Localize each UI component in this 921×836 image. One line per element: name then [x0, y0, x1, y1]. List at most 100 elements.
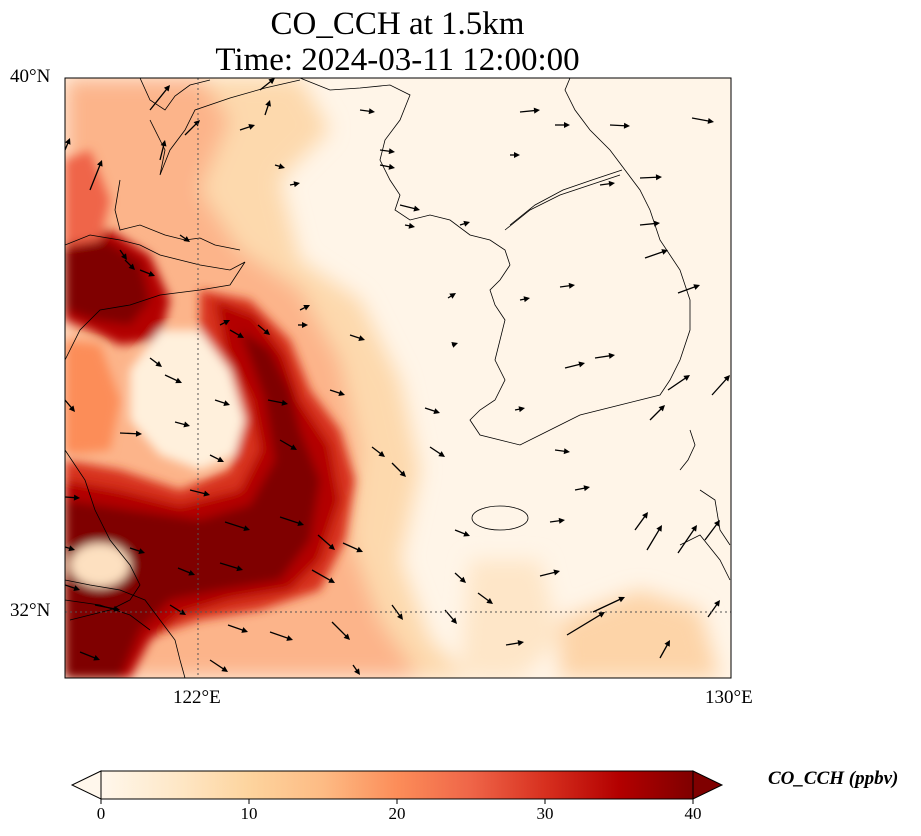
colorbar-tick-40: 40: [684, 804, 702, 823]
wind-vector-head: [217, 456, 224, 462]
wind-vector-head: [459, 576, 466, 583]
wind-vector-head: [138, 548, 145, 554]
wind-vector-head: [463, 530, 470, 537]
wind-vector-head: [655, 174, 662, 181]
wind-vector-shaft: [592, 597, 623, 613]
wind-vector-head: [286, 635, 293, 641]
wind-vector-head: [558, 517, 565, 524]
wind-vector-head: [463, 220, 470, 227]
wind-vector-head: [517, 640, 524, 646]
wind-vector-head: [451, 342, 458, 348]
wind-vector-head: [413, 205, 420, 212]
wind-vector-head: [518, 406, 525, 413]
wind-vector-head: [563, 448, 570, 455]
wind-vector-head: [188, 569, 195, 576]
wind-vector-shaft: [646, 527, 662, 551]
wind-vector-head: [68, 405, 75, 412]
wind-vector-head: [65, 138, 71, 145]
wind-vector-head: [243, 525, 250, 532]
wind-vector-head: [486, 598, 493, 604]
wind-vector-head: [96, 160, 103, 167]
wind-vector-shaft: [119, 432, 140, 435]
wind-vector-head: [438, 451, 445, 457]
gridlines: [65, 78, 731, 678]
wind-vector-shaft: [279, 516, 302, 525]
wind-vector-shaft: [711, 376, 729, 396]
wind-vector-shaft: [209, 659, 226, 671]
wind-vector-shaft: [89, 162, 102, 191]
wind-vector-head: [68, 545, 75, 552]
wind-vector-head: [135, 430, 142, 437]
wind-vector-shaft: [639, 176, 660, 179]
wind-vector-head: [281, 399, 288, 406]
wind-vector-head: [237, 332, 244, 338]
colorbar-tick-0: 0: [96, 804, 106, 823]
wind-vector-shaft: [644, 250, 666, 259]
wind-vector-head: [236, 565, 243, 572]
colorbar-tick-10: 10: [240, 804, 258, 823]
wind-vector-head: [223, 320, 230, 326]
wind-vector-head: [302, 322, 308, 328]
wind-vector-head: [148, 270, 155, 277]
wind-vector-shaft: [677, 527, 696, 554]
wind-vector-shaft: [704, 522, 719, 541]
wind-vector-head: [73, 494, 80, 501]
wind-vector-head: [653, 220, 660, 227]
wind-vector-head: [450, 617, 457, 624]
wind-vector-head: [203, 490, 210, 497]
wind-vector-head: [514, 152, 520, 158]
wind-vector-head: [338, 390, 345, 396]
wind-vector-head: [714, 600, 720, 607]
wind-vector-head: [263, 328, 270, 335]
wind-vectors: [65, 78, 730, 675]
lat-label-32: 32°N: [10, 600, 51, 621]
wind-vector-shaft: [219, 562, 241, 570]
wind-vector-head: [290, 444, 297, 450]
wind-vector-head: [388, 148, 395, 155]
wind-vector-shaft: [184, 121, 199, 136]
wind-vector-shaft: [224, 521, 248, 530]
map-time: Time: 2024-03-11 12:00:00: [215, 42, 580, 78]
wind-vector-head: [399, 470, 406, 477]
wind-vector-head: [278, 163, 285, 170]
wind-vector-head: [268, 78, 275, 85]
wind-vector-head: [578, 361, 585, 368]
wind-vector-head: [608, 352, 615, 359]
wind-vector-head: [93, 654, 100, 661]
wind-vector-shaft: [342, 542, 361, 552]
wind-vector-head: [328, 577, 335, 583]
wind-vector-head: [356, 546, 363, 553]
wind-vector-head: [691, 525, 697, 532]
colorbar: [70, 770, 724, 804]
colorbar-tick-30: 30: [536, 804, 554, 823]
wind-vector-head: [175, 377, 182, 384]
wind-vector-head: [714, 520, 720, 527]
wind-vector-head: [449, 293, 456, 299]
wind-vector-head: [553, 569, 560, 576]
colorbar-tick-20: 20: [388, 804, 406, 823]
wind-vector-head: [358, 335, 365, 341]
wind-vector-head: [160, 140, 167, 147]
wind-vector-head: [661, 249, 668, 255]
lon-label-130: 130°E: [705, 687, 753, 708]
wind-vector-head: [248, 124, 255, 130]
wind-vector-head: [113, 605, 120, 612]
wind-vector-head: [623, 122, 630, 129]
wind-vector-head: [183, 421, 190, 428]
co-concentration-field: [65, 78, 731, 678]
lat-label-40: 40°N: [10, 66, 51, 87]
wind-vector-shaft: [269, 631, 291, 640]
map-title: CO_CCH at 1.5km: [270, 6, 525, 42]
wind-vector-head: [533, 107, 540, 114]
wind-vector-head: [693, 284, 700, 290]
wind-vector-head: [408, 222, 415, 229]
wind-vector-head: [397, 613, 403, 620]
wind-vector-head: [183, 236, 190, 242]
wind-vector-shaft: [94, 604, 118, 611]
wind-vector-head: [163, 85, 170, 92]
wind-vector-head: [223, 400, 230, 406]
lon-label-122: 122°E: [173, 687, 221, 708]
wind-vector-head: [568, 282, 575, 289]
wind-vector-head: [564, 122, 570, 128]
wind-vector-shaft: [566, 612, 603, 636]
